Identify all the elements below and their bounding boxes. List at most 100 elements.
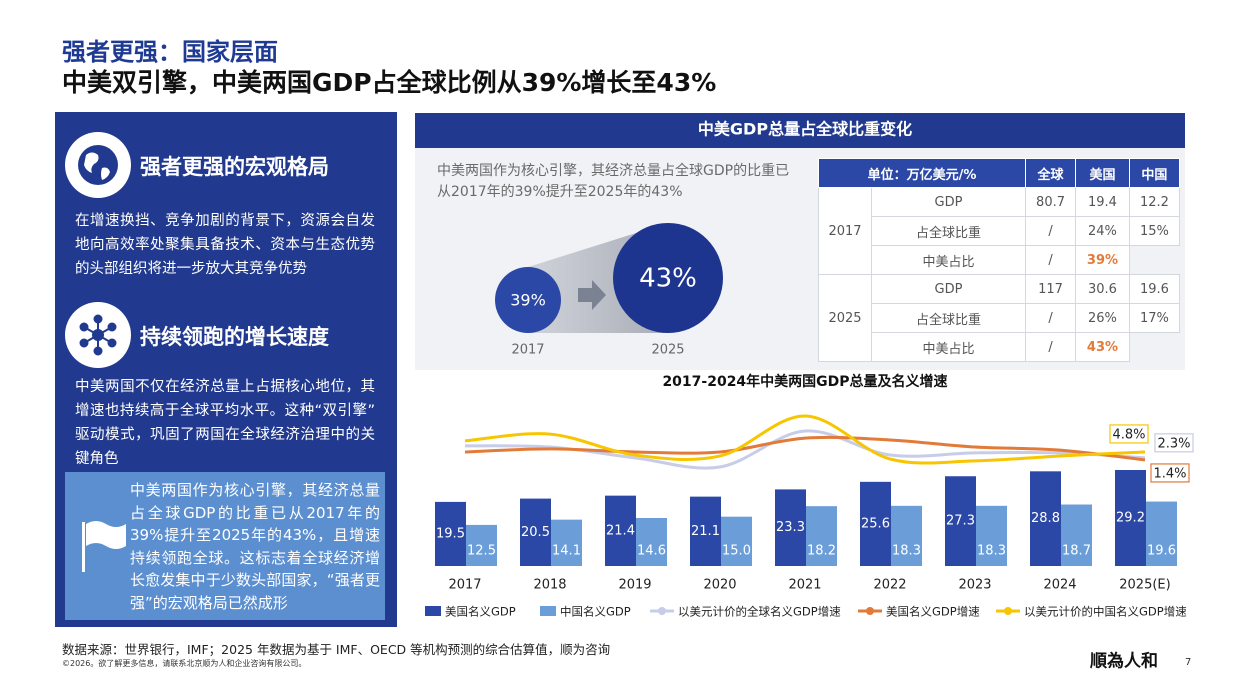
arrow — [578, 280, 606, 310]
data-label: 18.3 — [977, 544, 1006, 559]
logo: 順為人和 — [1090, 651, 1158, 672]
data-label: 21.1 — [691, 524, 720, 539]
table-row: 中美占比/43% — [819, 332, 1180, 362]
bar — [945, 476, 976, 566]
circle-2017 — [495, 267, 561, 333]
table-row: 占全球比重/26% 17% — [819, 303, 1181, 333]
legend-label: 中国名义GDP — [560, 605, 631, 619]
table-header-cell: 单位：万亿美元/% — [818, 158, 1026, 188]
x-tick-label: 2021 — [788, 578, 821, 593]
data-label: 19.6 — [1147, 544, 1176, 559]
data-label-box — [1150, 463, 1190, 483]
circle-2025 — [613, 223, 723, 333]
bar — [435, 501, 466, 566]
data-label: 20.5 — [521, 525, 550, 540]
section-text: 在增速换挡、竞争加剧的背景下，资源会自发地向高效率处聚集具备技术、资本与生态优势… — [75, 213, 375, 277]
chart: 2017-2024年中美两国GDP总量及名义增速 2017 2018 2019 202… — [425, 373, 1194, 619]
data-label: 28.8 — [1031, 511, 1060, 526]
table-cell: 中美占比 — [871, 245, 1026, 275]
table-cell: GDP — [871, 274, 1026, 304]
table: 单位：万亿美元/% 全球 美国 中国 2017 GDP 80.7 19.4 12.2 占全球比重 /… — [818, 158, 1181, 362]
table-cell: / — [1024, 245, 1077, 275]
section-heading: 强者更强的宏观格局 — [140, 155, 329, 179]
copyright: ©2026。欲了解更多信息，请联系北京顺为人和企业咨询有限公司。 — [62, 659, 307, 668]
circle-year: 2025 — [651, 343, 684, 358]
legend-swatch — [866, 607, 874, 615]
bar — [1115, 470, 1146, 566]
circle-year: 2017 — [511, 343, 544, 358]
page-number: 7 — [1185, 657, 1191, 668]
table-cell: 117 — [1024, 274, 1077, 304]
table-header-cell: 美国 — [1075, 158, 1130, 188]
data-label: 25.6 — [861, 516, 890, 531]
bar — [721, 516, 752, 566]
bar — [636, 518, 667, 566]
summary-text: 中美两国作为核心引擎，其经济总量占全球GDP的比重已从2017年的39%提升至2… — [437, 163, 790, 200]
data-label: 2.3% — [1157, 436, 1190, 451]
data-label: 18.3 — [892, 544, 921, 559]
data-label: 1.4% — [1153, 466, 1186, 481]
data-label: 19.5 — [436, 526, 465, 541]
section-heading: 持续领跑的增长速度 — [140, 325, 329, 349]
table-cell: 19.6 — [1128, 274, 1181, 304]
x-tick-label: 2023 — [958, 578, 991, 593]
table-cell: 30.6 — [1075, 274, 1130, 304]
bar — [466, 524, 497, 566]
table-cell: 中美占比 — [871, 332, 1026, 362]
table-share-cell: 43% — [1075, 332, 1130, 362]
data-label: 14.1 — [552, 544, 581, 559]
x-tick-label: 2020 — [703, 578, 736, 593]
table-cell: 26% — [1075, 303, 1130, 333]
legend-label: 以美元计价的中国名义GDP增速 — [1024, 605, 1187, 619]
x-tick-label: 2022 — [873, 578, 906, 593]
data-label: 27.3 — [946, 514, 975, 529]
bar — [1061, 504, 1092, 566]
data-label-box — [1109, 424, 1149, 444]
legend-swatch — [658, 607, 666, 615]
x-tick-label: 2018 — [533, 578, 566, 593]
data-label: 29.2 — [1116, 511, 1145, 526]
data-label-box — [1154, 433, 1194, 453]
data-label: 21.4 — [606, 523, 635, 538]
table-header-cell: 中国 — [1128, 158, 1181, 188]
bar — [891, 505, 922, 566]
highlight-text: 中美两国作为核心引擎，其经济总量占全球GDP的比重已从2017年的39%提升至2… — [130, 481, 380, 612]
data-label: 4.8% — [1112, 427, 1145, 442]
legend-label: 以美元计价的全球名义GDP增速 — [678, 605, 841, 619]
table-cell: 19.4 — [1075, 187, 1130, 217]
bar — [806, 506, 837, 566]
bar — [860, 481, 891, 566]
circle-label: 43% — [639, 264, 697, 294]
table-header-row: 单位：万亿美元/% 全球 美国 中国 — [818, 158, 1181, 188]
legend-label: 美国名义GDP增速 — [886, 605, 980, 619]
bar — [775, 489, 806, 566]
data-label: 12.5 — [467, 544, 496, 559]
flag-icon — [82, 521, 126, 572]
table-header-cell: 全球 — [1024, 158, 1077, 188]
data-label: 15.0 — [722, 544, 751, 559]
network-icon — [65, 302, 131, 368]
table-year-cell: 2025 — [818, 274, 872, 362]
right-title: 中美GDP总量占全球比重变化 — [698, 120, 912, 139]
data-label: 18.7 — [1062, 544, 1091, 559]
data-label: 14.6 — [637, 544, 666, 559]
table-row: 中美占比/39% — [819, 245, 1180, 275]
data-label: 18.2 — [807, 544, 836, 559]
bar — [1146, 501, 1177, 566]
table-cell: / — [1024, 216, 1077, 246]
table-cell: / — [1024, 332, 1077, 362]
chart-title: 2017-2024年中美两国GDP总量及名义增速 — [662, 373, 947, 390]
legend-label: 美国名义GDP — [445, 605, 516, 619]
table-cell: 12.2 — [1128, 187, 1181, 217]
table-cell: 占全球比重 — [871, 216, 1026, 246]
legend-swatch — [540, 606, 556, 616]
x-tick-label: 2025(E) — [1119, 578, 1170, 593]
table-cell: GDP — [871, 187, 1026, 217]
line — [464, 414, 1146, 465]
table-year-cell: 2017 — [818, 187, 872, 275]
legend-swatch — [1004, 607, 1012, 615]
bar — [551, 519, 582, 566]
table-cell: 占全球比重 — [871, 303, 1026, 333]
bar — [976, 505, 1007, 566]
